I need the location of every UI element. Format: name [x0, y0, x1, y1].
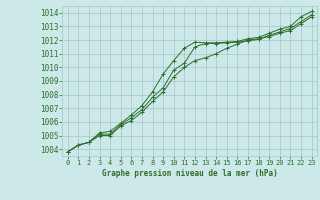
X-axis label: Graphe pression niveau de la mer (hPa): Graphe pression niveau de la mer (hPa)	[102, 169, 277, 178]
